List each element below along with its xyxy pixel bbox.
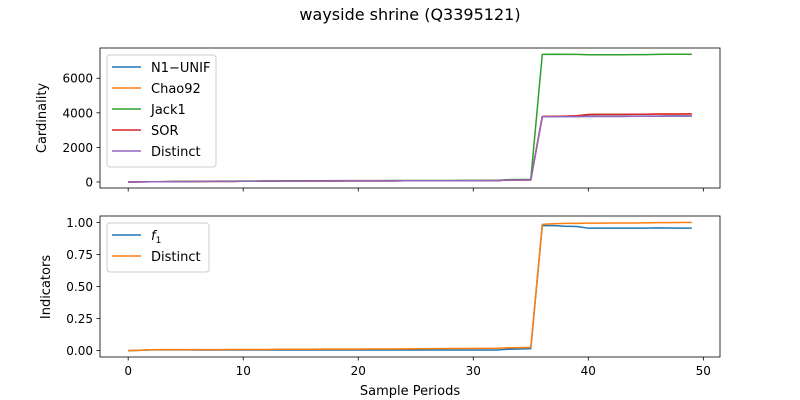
x-tick-label: 50: [696, 364, 711, 378]
indicators-xlabel: Sample Periods: [360, 384, 460, 399]
cardinality-panel: Cardinality 0 2000 4000 6000 N1−UNIF Chao92 Ja…: [35, 47, 721, 192]
x-tick-label: 10: [236, 364, 251, 378]
x-tick-label: 0: [124, 364, 132, 378]
y-tick-label: 1.00: [66, 216, 93, 230]
figure-title: wayside shrine (Q3395121): [299, 5, 520, 24]
y-tick-label: 0: [85, 175, 93, 189]
x-tick-label: 20: [351, 364, 366, 378]
x-tick-label: 30: [466, 364, 481, 378]
legend-box: [106, 54, 217, 168]
legend-label: N1−UNIF: [151, 61, 210, 76]
series-line-1-1: [128, 221, 692, 352]
y-tick-label: 4000: [62, 106, 93, 120]
y-tick-label: 6000: [62, 72, 93, 86]
series-line-0-4: [128, 115, 692, 183]
y-tick-label: 0.75: [66, 248, 93, 262]
indicators-panel: Indicators Sample Periods 0 10 20 30 40 50 0.0…: [39, 215, 721, 399]
legend-label: Distinct: [151, 250, 201, 265]
axes-frame: [99, 47, 721, 189]
y-tick-label: 0.25: [66, 312, 93, 326]
legend-label: Chao92: [151, 82, 201, 97]
x-tick-label: 40: [581, 364, 596, 378]
y-tick-label: 2000: [62, 141, 93, 155]
indicators-ylabel: Indicators: [39, 255, 54, 319]
legend-label: Jack1: [150, 103, 186, 118]
legend-label: Distinct: [151, 145, 201, 160]
legend-label: SOR: [151, 124, 179, 139]
legend-label: f1: [151, 229, 161, 246]
y-tick-label: 0.00: [66, 344, 93, 358]
cardinality-ylabel: Cardinality: [35, 83, 50, 154]
series-line-1-0: [128, 224, 692, 352]
y-tick-label: 0.50: [66, 280, 93, 294]
